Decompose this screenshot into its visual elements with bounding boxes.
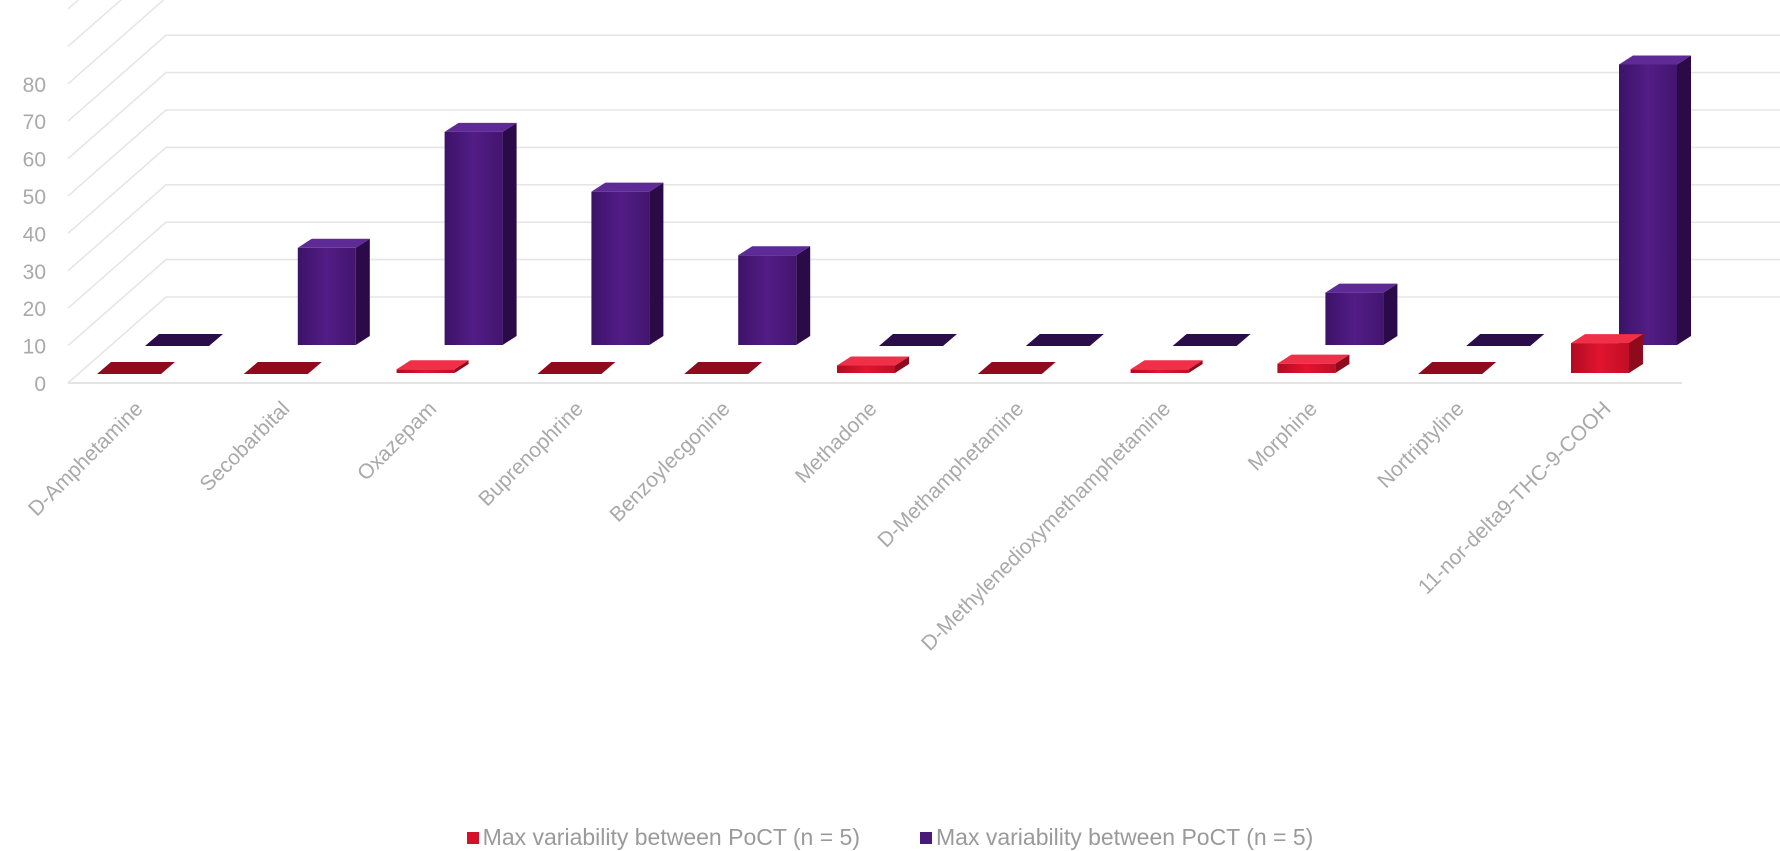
- bar-back: [1325, 283, 1398, 345]
- series-front-bars: [97, 334, 1643, 374]
- bar-front-flat: [977, 362, 1056, 374]
- bar-back-top: [444, 122, 517, 132]
- bar-back-flat: [145, 334, 223, 346]
- category-label: Benzoylecgonine: [605, 397, 734, 526]
- bar-front-flat: [684, 362, 763, 374]
- x-axis-categories: D-Amphetamine Secobarbital Oxazepam Bupreno…: [24, 397, 1616, 655]
- bar-front-front: [1571, 343, 1629, 373]
- bar-front-top: [1277, 354, 1350, 364]
- bar-front-front: [396, 369, 455, 373]
- bar-back-front: [1619, 64, 1677, 345]
- bar-back-top: [738, 246, 811, 256]
- legend-label-red: Max variability between PoCT (n = 5): [482, 824, 860, 850]
- y-tick-label: 80: [23, 74, 46, 97]
- gridline: [67, 258, 1780, 347]
- legend-item-purple-series: Max variability between PoCT (n = 5): [920, 824, 1313, 851]
- bar-back-side: [1383, 283, 1398, 345]
- bar-front-side: [1629, 334, 1643, 373]
- bar-front: [1130, 360, 1203, 373]
- bar-front-flat: [97, 362, 175, 374]
- bar-front-side: [1335, 354, 1350, 373]
- bar-front: [1571, 334, 1643, 373]
- category-label: Morphine: [1244, 397, 1322, 475]
- bar-front: [1277, 354, 1350, 373]
- bar-back-front: [591, 191, 650, 345]
- category-label: D-Methylenedioxymethamphetamine: [917, 397, 1175, 655]
- gridline: [67, 0, 80, 10]
- legend-swatch-red: [466, 831, 479, 844]
- y-tick-label: 50: [23, 186, 46, 209]
- bar-front-top: [837, 356, 909, 366]
- bar-front-flat: [537, 362, 616, 374]
- y-tick-label: 60: [23, 149, 46, 172]
- category-label: Oxazepam: [353, 397, 441, 485]
- bar-back-front: [444, 131, 503, 345]
- gridline: [67, 0, 165, 85]
- bar-front-top: [1571, 334, 1643, 344]
- y-tick-label: 0: [34, 373, 46, 396]
- bar-front-side: [895, 356, 909, 373]
- category-label: Secobarbital: [196, 397, 295, 496]
- bar-back-top: [591, 182, 664, 192]
- bar-front-front: [1277, 363, 1336, 373]
- bar-back: [591, 182, 664, 345]
- bar-front: [837, 356, 909, 373]
- bar-back-side: [502, 122, 517, 345]
- gridline: [67, 221, 1780, 309]
- bar-front-side: [1188, 360, 1203, 373]
- legend-label-purple: Max variability between PoCT (n = 5): [936, 824, 1314, 850]
- legend-item-red-series: Max variability between PoCT (n = 5): [466, 824, 860, 851]
- legend-swatch-purple: [920, 831, 932, 844]
- bar-front-side: [454, 360, 469, 373]
- bar-back-top: [1619, 55, 1691, 65]
- y-tick-label: 70: [23, 111, 46, 134]
- bar-back-flat: [1025, 334, 1104, 346]
- bar-back: [1619, 55, 1691, 345]
- gridline: [67, 184, 1780, 272]
- gridline: [67, 34, 1780, 122]
- category-label: Nortriptyline: [1373, 397, 1468, 492]
- series-back-bars: [145, 55, 1691, 346]
- category-label: D-Methamphetamine: [873, 397, 1028, 552]
- bar-back: [444, 122, 517, 345]
- bar-front-top: [396, 360, 469, 370]
- bar-back-flat: [1172, 334, 1251, 346]
- bar-back-front: [297, 247, 356, 345]
- bar-back-side: [796, 246, 811, 345]
- bar-front-flat: [243, 362, 322, 374]
- y-tick-label: 30: [23, 261, 46, 284]
- y-tick-label: 40: [23, 223, 46, 246]
- gridline: [67, 146, 1780, 235]
- bar-front-flat: [1418, 362, 1497, 374]
- grid-layer: [67, 0, 1780, 384]
- y-tick-label: 20: [23, 298, 46, 321]
- bar-back-flat: [1466, 334, 1545, 346]
- bar-front-front: [1130, 369, 1189, 373]
- category-label: D-Amphetamine: [24, 397, 148, 521]
- bar-back-front: [1325, 292, 1384, 345]
- legend: Max variability between PoCT (n = 5) Max…: [0, 824, 1780, 851]
- bar-front: [396, 360, 469, 373]
- gridline: [67, 109, 1780, 197]
- bar-back-side: [649, 182, 664, 345]
- category-label: Methadone: [791, 397, 882, 488]
- bar-front-top: [1130, 360, 1203, 370]
- bar-back-top: [1325, 283, 1398, 293]
- bar-back-side: [355, 238, 370, 345]
- bar-back: [297, 238, 370, 345]
- y-tick-label: 10: [23, 336, 46, 359]
- gridline: [67, 71, 1780, 160]
- category-label: Buprenophrine: [474, 397, 588, 511]
- gridline: [67, 296, 1780, 384]
- bar-back-flat: [879, 334, 957, 346]
- bar-back-side: [1677, 55, 1691, 345]
- bar-back-front: [738, 255, 797, 345]
- bar-back-top: [297, 238, 370, 248]
- bar-back: [738, 246, 811, 345]
- gridline: [67, 0, 123, 48]
- bar-front-front: [837, 365, 895, 373]
- y-axis-ticks: 0 10 20 30 40 50 60 70 80: [23, 74, 46, 396]
